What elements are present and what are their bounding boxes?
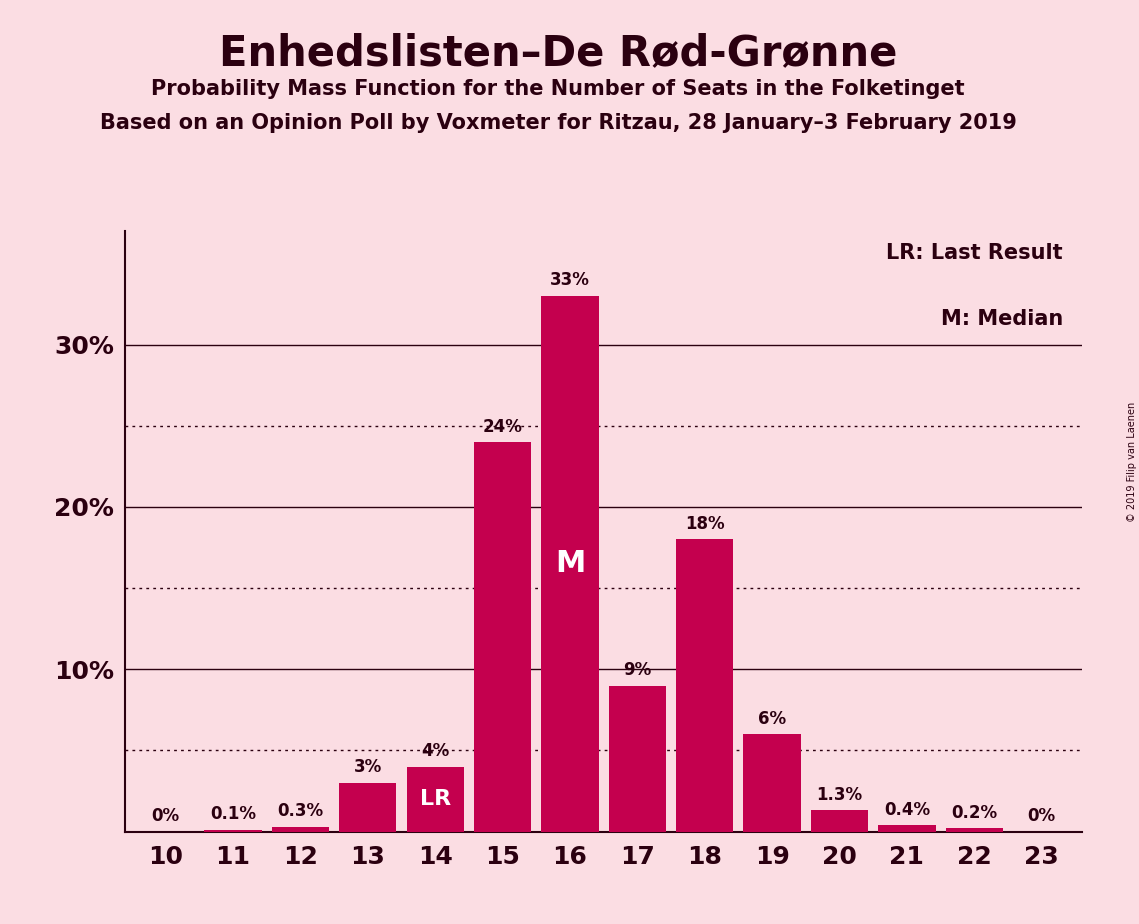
Text: 0.3%: 0.3% [278,802,323,821]
Bar [205,830,262,832]
Bar [541,296,599,832]
Text: LR: Last Result: LR: Last Result [886,243,1063,263]
Text: LR: LR [419,789,451,809]
Bar [608,686,666,832]
Text: 0%: 0% [1027,807,1056,825]
Bar [878,825,935,832]
Bar [407,767,464,832]
Bar [272,827,329,832]
Text: 18%: 18% [685,515,724,533]
Text: Probability Mass Function for the Number of Seats in the Folketinget: Probability Mass Function for the Number… [151,79,965,99]
Text: 0.1%: 0.1% [210,806,256,823]
Bar [811,810,868,832]
Text: Enhedslisten–De Rød-Grønne: Enhedslisten–De Rød-Grønne [219,32,898,74]
Text: 3%: 3% [354,759,382,776]
Bar [677,540,734,832]
Text: 24%: 24% [483,418,523,435]
Bar [744,735,801,832]
Text: Based on an Opinion Poll by Voxmeter for Ritzau, 28 January–3 February 2019: Based on an Opinion Poll by Voxmeter for… [100,113,1016,133]
Text: 0.2%: 0.2% [951,804,998,821]
Text: 4%: 4% [421,742,450,760]
Text: M: Median: M: Median [941,309,1063,329]
Text: © 2019 Filip van Laenen: © 2019 Filip van Laenen [1126,402,1137,522]
Text: 1.3%: 1.3% [817,786,862,804]
Text: 0%: 0% [151,807,180,825]
Bar [339,783,396,832]
Text: M: M [555,549,585,578]
Text: 0.4%: 0.4% [884,800,929,819]
Bar [474,442,531,832]
Text: 9%: 9% [623,661,652,679]
Bar [945,828,1002,832]
Text: 33%: 33% [550,272,590,289]
Text: 6%: 6% [759,710,786,728]
